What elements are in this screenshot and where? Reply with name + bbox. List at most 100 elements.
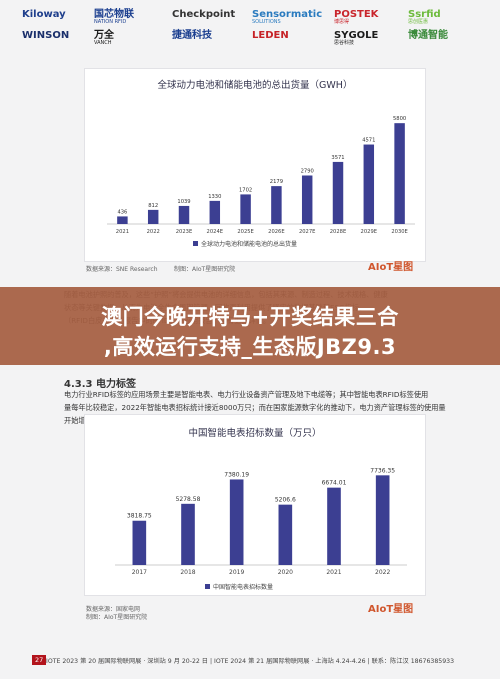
bar (327, 487, 341, 565)
sponsor-logo-name: 捷通科技 (172, 30, 212, 41)
bar (271, 186, 282, 224)
x-tick-label: 2022 (375, 569, 390, 576)
sponsor-logo-subtitle: NATION RFID (94, 19, 127, 25)
sponsor-logo-name: POSTEK (334, 9, 379, 20)
brand-logo-text: AIoT星图 (368, 262, 414, 273)
battery-shipment-chart: 436 2021 812 2022 1039 2023E 1330 2024E 1702 2025… (107, 116, 415, 248)
data-label: 5800 (393, 116, 406, 122)
chart-maker: 制图：AIoT星图研究院 (86, 614, 148, 621)
bar (229, 479, 244, 565)
paragraph-line: 量每年比较稳定，2022年智能电表招标统计接近8000万只；而在国家能源数字化的… (64, 403, 446, 412)
banner-headline-line2: ,高效运行支持_生态版JBZ9.3 (103, 335, 397, 359)
data-label: 7380.19 (224, 471, 249, 478)
x-tick-label: 2025E (237, 229, 253, 235)
page-number: 27 (32, 655, 47, 665)
x-tick-label: 2024E (207, 229, 223, 235)
x-tick-label: 2028E (330, 229, 346, 235)
sponsor-logo-name: WINSON (22, 30, 70, 41)
section-title: 4.3.3 电力标签 (64, 379, 136, 390)
data-label: 812 (148, 203, 158, 209)
sponsor-logo: WINSON (22, 31, 69, 41)
sponsor-logo: 国芯物联 NATION RFID (94, 10, 134, 25)
sponsor-logo-subtitle: VANCH (94, 40, 112, 46)
brand-logo: AIoT星图 (368, 258, 413, 273)
x-tick-label: 2020 (278, 569, 293, 576)
paragraph-line: 电力行业RFID标签的应用场景主要是智能电表、电力行业设备资产管理及地下电缆等；… (64, 390, 429, 399)
bar (209, 200, 221, 224)
data-label: 3571 (331, 155, 344, 161)
x-tick-label: 2021 (116, 229, 129, 235)
sponsor-logo: Sensormatic SOLUTIONS (252, 10, 322, 25)
bar (332, 161, 344, 224)
sponsor-logo-strip: Kiloway 国芯物联 NATION RFID Checkpoint Sensorma… (22, 6, 482, 50)
brand-logo: AIoT星图 (368, 600, 413, 615)
sponsor-logo-subtitle: 博思得 (334, 19, 350, 25)
sponsor-logo: 博通智能 (408, 31, 448, 41)
bar (363, 144, 375, 224)
x-tick-label: 2029E (361, 229, 377, 235)
bar (178, 205, 190, 224)
bar (147, 209, 159, 224)
sponsor-logo-name: 国芯物联 (94, 9, 134, 20)
legend-swatch (193, 241, 198, 246)
data-label: 4571 (362, 138, 375, 144)
sponsor-logo: Checkpoint (172, 10, 235, 20)
sponsor-logo: Ssrfid 思创医惠 (408, 10, 441, 25)
x-tick-label: 2027E (299, 229, 315, 235)
brand-logo-text: AIoT星图 (368, 604, 414, 615)
sponsor-logo-name: 万全 (94, 30, 114, 41)
data-label: 5206.6 (275, 497, 296, 504)
x-tick-label: 2021 (326, 569, 341, 576)
headline-banner: 澳门今晚开特马+开奖结果三合 ,高效运行支持_生态版JBZ9.3 (0, 287, 500, 365)
sponsor-logo: Kiloway (22, 10, 66, 20)
sponsor-logo-name: LEDEN (252, 30, 289, 41)
x-tick-label: 2026E (268, 229, 284, 235)
data-label: 1702 (239, 187, 252, 193)
x-tick-label: 2017 (132, 569, 147, 576)
bar (394, 123, 405, 224)
chart-maker: 制图：AIoT星图研究院 (174, 266, 236, 273)
chart-source: 数据来源：国家电网 (86, 606, 141, 613)
legend-label: 全球动力电池和储能电池的总出货量 (201, 240, 297, 248)
sponsor-logo-subtitle: 思谷科技 (334, 40, 355, 46)
chart-title: 中国智能电表招标数量（万只） (188, 428, 322, 439)
page-footer: 27 IOTE 2023 第 20 届国际物联网展 · 深圳站 9 月 20-2… (0, 652, 500, 670)
data-label: 436 (117, 209, 127, 215)
x-tick-label: 2030E (391, 229, 407, 235)
data-label: 1330 (208, 194, 221, 200)
sponsor-logo-name: Kiloway (22, 9, 66, 20)
bar (240, 194, 251, 224)
bar (181, 503, 195, 565)
x-tick-label: 2018 (180, 569, 195, 576)
bar (301, 175, 313, 224)
bar (278, 504, 293, 565)
x-tick-label: 2019 (229, 569, 244, 576)
data-label: 3818.75 (127, 513, 152, 520)
bar (132, 520, 147, 565)
legend-label: 中国智能电表招标数量 (213, 583, 273, 591)
smart-meter-chart-card: 中国智能电表招标数量（万只） 3818.75 2017 5278.58 2018 738… (84, 414, 426, 596)
data-label: 2179 (270, 179, 283, 185)
sponsor-logo-name: Checkpoint (172, 9, 236, 20)
sponsor-logo-name: SYGOLE (334, 30, 379, 41)
smart-meter-chart: 3818.75 2017 5278.58 2018 7380.19 2019 5206.6 2… (115, 467, 407, 591)
data-label: 1039 (177, 199, 190, 205)
data-label: 5278.58 (176, 496, 201, 503)
sponsor-logo: 万全 VANCH (94, 31, 114, 46)
data-label: 2790 (301, 168, 314, 174)
x-tick-label: 2022 (147, 229, 160, 235)
chart-source: 数据来源：SNE Research (86, 266, 158, 273)
sponsor-logo: SYGOLE 思谷科技 (334, 31, 378, 46)
data-label: 6674.01 (322, 480, 347, 487)
battery-shipment-chart-card: 全球动力电池和储能电池的总出货量（GWH） 436 2021 812 2022 1039… (84, 68, 426, 262)
sponsor-logo: 捷通科技 (172, 31, 212, 41)
sponsor-logo: POSTEK 博思得 (334, 10, 378, 25)
sponsor-logo: LEDEN (252, 31, 289, 41)
banner-headline-line1: 澳门今晚开特马+开奖结果三合 (101, 305, 399, 329)
x-tick-label: 2023E (176, 229, 192, 235)
data-label: 7736.35 (370, 467, 395, 474)
sponsor-logo-name: Ssrfid (408, 9, 441, 20)
sponsor-logo-subtitle: SOLUTIONS (252, 19, 281, 25)
sponsor-logo-name: 博通智能 (408, 30, 448, 41)
